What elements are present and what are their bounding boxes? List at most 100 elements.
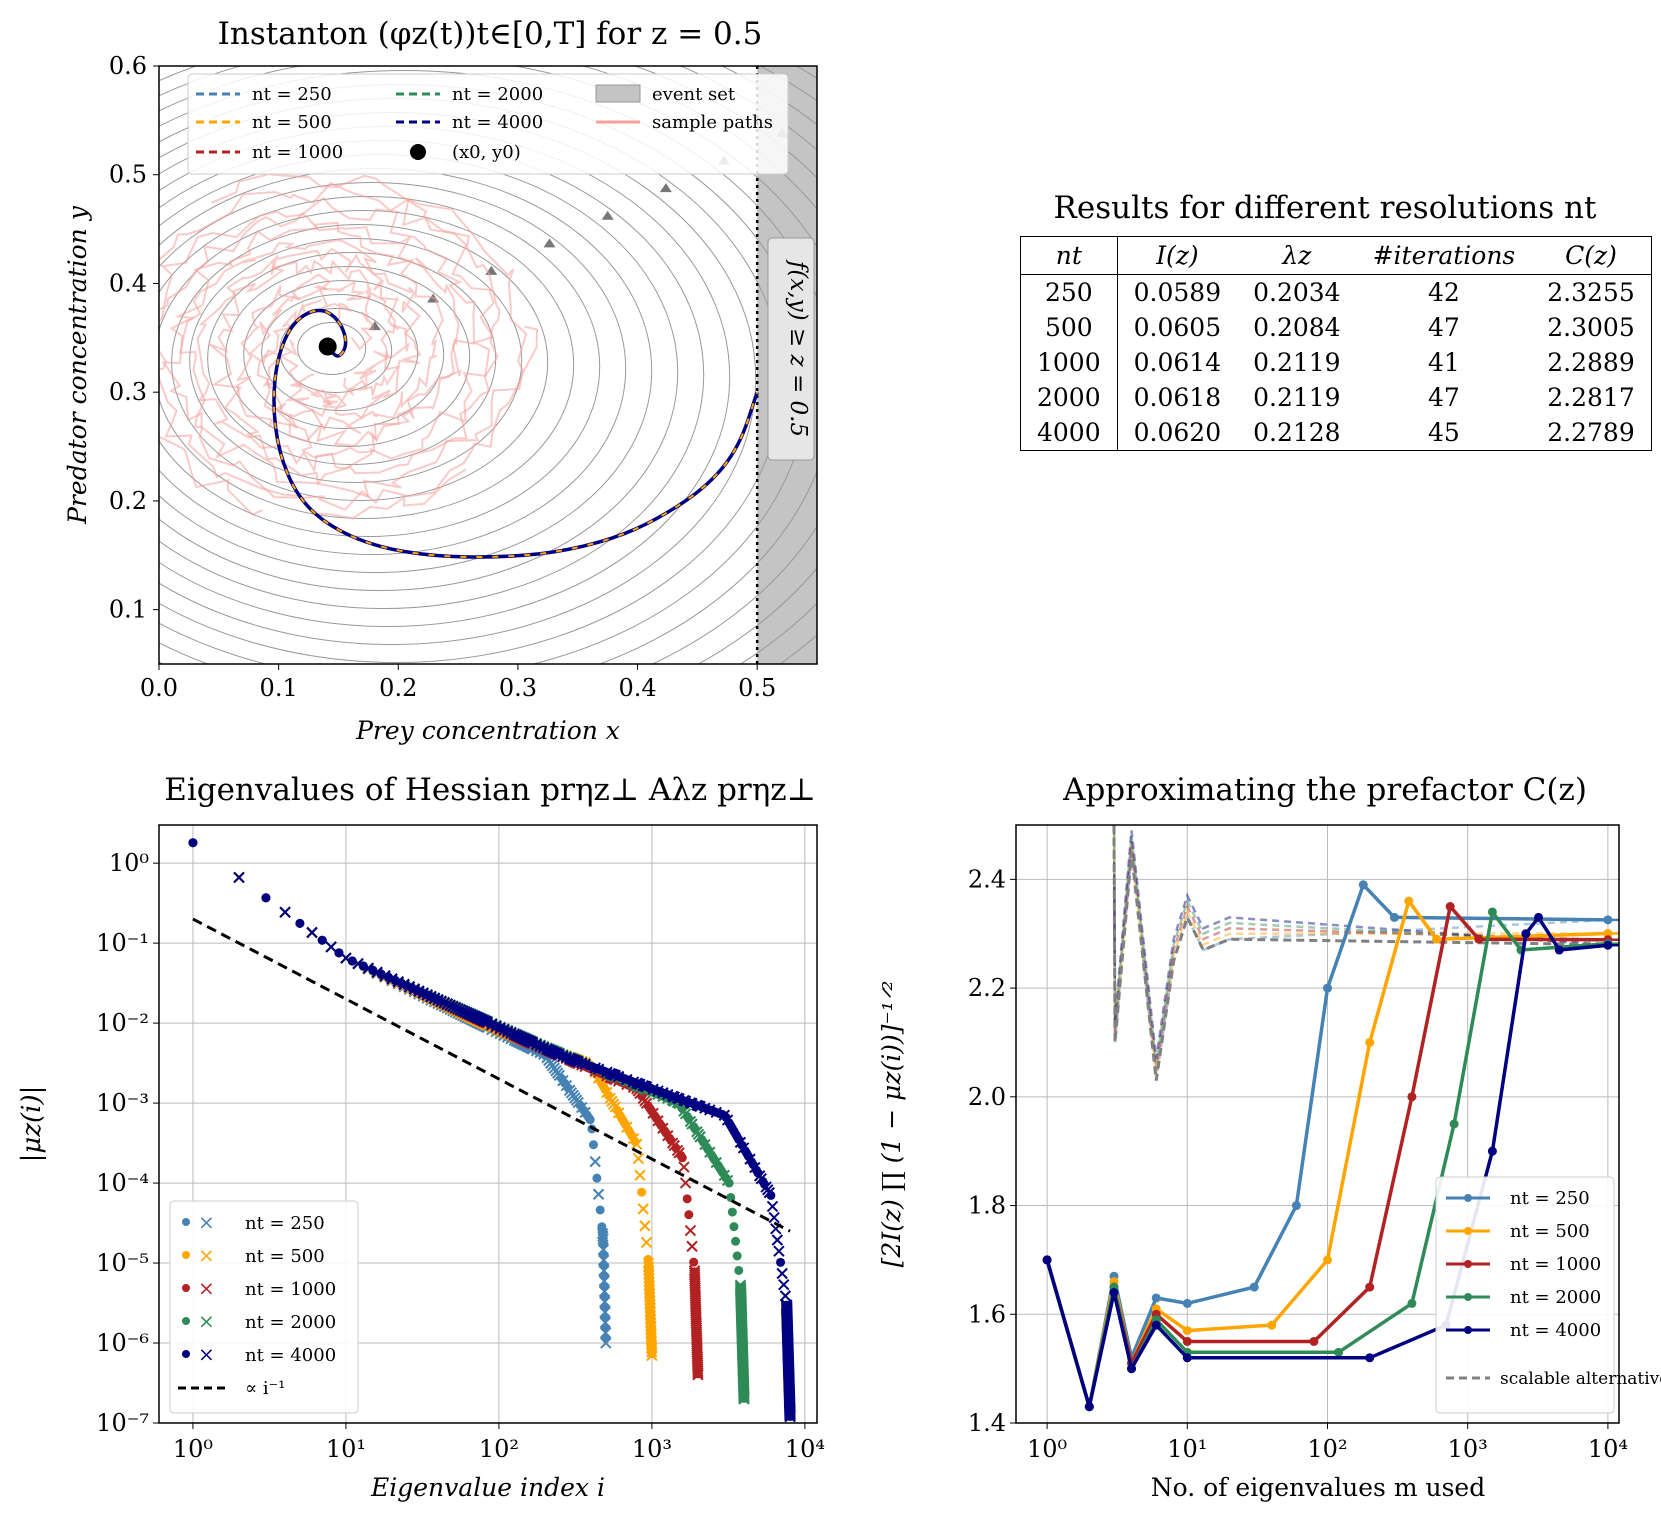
cell-nt: 2000: [1020, 380, 1118, 415]
instanton-xlabel: Prey concentration x: [355, 716, 620, 745]
reference-line: [192, 917, 791, 1233]
streamline: [159, 70, 817, 664]
prefactor-data: [1042, 825, 1619, 1412]
prefactor-point: [1323, 1255, 1333, 1265]
eigenvalue-cross: [632, 1152, 645, 1165]
sample-path: [179, 198, 528, 499]
eigenvalue-point: [724, 1178, 734, 1188]
cell-lambda: 0.2119: [1253, 383, 1341, 412]
prefactor-legend: nt = 250 nt = 500 nt = 1000 nt = 2000 nt…: [1435, 1176, 1661, 1414]
x-tick-label: 10²: [479, 1435, 519, 1463]
cell-iterations: 47: [1428, 383, 1460, 412]
cell-c: 2.2817: [1547, 383, 1635, 412]
cell-i: 0.0614: [1133, 348, 1222, 377]
legend-nt500: nt = 500: [252, 112, 332, 133]
instanton-panel: Instanton (φz(t))t∈[0,T] for z = 0.5 0.0…: [63, 16, 846, 745]
table-row: 500 0.0605 0.2084 47 2.3005: [1020, 310, 1652, 345]
instanton-path-nt500: [273, 309, 759, 559]
legend-sample-paths: sample paths: [652, 112, 773, 133]
cell-nt: 4000: [1020, 415, 1118, 451]
pref-legend-nt1000: nt = 1000: [1510, 1254, 1601, 1275]
legend-event-set: event set: [652, 84, 736, 105]
prefactor-point: [1365, 1282, 1375, 1292]
sample-path: [196, 173, 501, 486]
eigenvalue-point: [358, 961, 368, 971]
prefactor-point: [1487, 907, 1497, 917]
x-tick-label: 0.0: [140, 674, 178, 702]
legend-start-point: (x0, y0): [452, 142, 521, 163]
y-tick-label: 0.1: [109, 596, 147, 624]
eigenvalue-point: [776, 1257, 786, 1267]
eig-legend-nt2000: nt = 2000: [245, 1312, 336, 1333]
eigenvalue-cross: [637, 1203, 649, 1215]
eigenvalue-point: [766, 1190, 776, 1200]
eigenvalue-cross: [678, 1161, 690, 1173]
eigenvalue-series: [188, 838, 796, 1423]
y-tick-label: 1.4: [968, 1409, 1006, 1437]
svg-text:×: ×: [198, 1276, 215, 1300]
prefactor-point: [1487, 1146, 1497, 1156]
instanton-title: Instanton (φz(t))t∈[0,T] for z = 0.5: [218, 16, 763, 52]
eigenvalue-cross: [646, 1349, 658, 1362]
eigenvalue-point: [734, 1265, 744, 1275]
scalable-alternative-line: [1112, 825, 1608, 1070]
eigenvalue-title: Eigenvalues of Hessian prηz⊥ Aλz prηz⊥: [164, 772, 816, 808]
eigenvalue-cross: [600, 1337, 612, 1349]
eigenvalue-point: [334, 948, 344, 958]
x-tick-label: 0.5: [738, 674, 776, 702]
prefactor-point: [1182, 1353, 1192, 1363]
eigenvalue-cross: [686, 1240, 698, 1253]
cell-c: 2.3005: [1547, 313, 1635, 342]
prefactor-point: [1358, 880, 1368, 890]
y-tick-label: 2.2: [968, 974, 1006, 1002]
eigenvalue-cross: [634, 1169, 646, 1181]
eigenvalue-point: [295, 918, 305, 928]
eigenvalue-ticks: 10⁰ 10¹ 10² 10³ 10⁴ 10⁰ 10⁻¹ 10⁻² 10⁻³ 10⁻⁴ 10⁻⁵ 10…: [96, 849, 825, 1463]
prefactor-point: [1404, 896, 1414, 906]
eigenvalue-point: [689, 1257, 699, 1267]
prefactor-point: [1474, 934, 1484, 944]
cell-nt: 1000: [1020, 345, 1118, 380]
start-point-marker: [318, 337, 337, 356]
eig-legend-nt500: nt = 500: [245, 1246, 325, 1267]
eigenvalue-point: [677, 1153, 687, 1163]
streamline: [243, 280, 445, 430]
instanton-axes-frame: [158, 65, 818, 665]
eigenvalue-cross: [738, 1393, 750, 1405]
pref-legend-scalable: scalable alternative: [1500, 1369, 1661, 1389]
pref-legend-nt4000: nt = 4000: [1510, 1320, 1601, 1341]
prefactor-point: [1127, 1364, 1137, 1374]
prefactor-point: [1521, 929, 1531, 939]
streamline: [159, 126, 731, 627]
y-tick-label: 10⁻⁷: [96, 1409, 149, 1437]
legend-nt4000: nt = 4000: [452, 112, 543, 133]
prefactor-point: [1267, 1320, 1277, 1330]
y-tick-label: 10⁻¹: [96, 929, 149, 957]
y-tick-label: 10⁻⁶: [96, 1329, 149, 1357]
legend-nt250: nt = 250: [252, 84, 332, 105]
cell-i: 0.0605: [1133, 313, 1222, 342]
eigenvalue-legend: × nt = 250 × nt = 500 × nt = 1000 × nt =…: [169, 1200, 359, 1414]
prefactor-point: [1309, 1336, 1319, 1346]
prefactor-point: [1534, 912, 1544, 922]
eigenvalue-point: [261, 893, 271, 903]
table-row: 1000 0.0614 0.2119 41 2.2889: [1020, 345, 1652, 380]
eigenvalue-point: [647, 1349, 657, 1359]
legend-nt1000: nt = 1000: [252, 142, 343, 163]
x-tick-label: 10¹: [1167, 1435, 1207, 1463]
prefactor-point: [1182, 1298, 1192, 1308]
eigenvalue-cross: [435, 995, 447, 1007]
svg-text:×: ×: [198, 1309, 215, 1333]
stream-arrow: [834, 100, 846, 109]
x-tick-label: 10¹: [326, 1435, 366, 1463]
prefactor-point: [1445, 902, 1455, 912]
svg-text:×: ×: [198, 1342, 215, 1366]
stream-arrow: [659, 183, 672, 193]
cell-iterations: 42: [1428, 278, 1460, 307]
eigenvalue-point: [682, 1194, 692, 1204]
stream-arrow: [543, 238, 556, 248]
y-tick-label: 10⁻³: [96, 1089, 149, 1117]
streamline: [159, 182, 627, 555]
prefactor-point: [1182, 1336, 1192, 1346]
cell-lambda: 0.2084: [1253, 313, 1341, 342]
